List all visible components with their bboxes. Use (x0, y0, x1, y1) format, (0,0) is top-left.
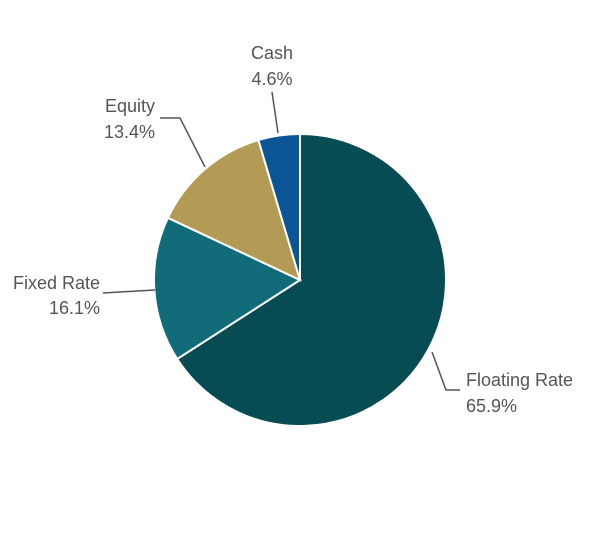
slice-label: Equity (105, 96, 155, 116)
slice-value-label: 16.1% (49, 298, 100, 318)
slice-label: Fixed Rate (13, 273, 100, 293)
slice-value-label: 65.9% (466, 396, 517, 416)
slice-value-label: 4.6% (251, 69, 292, 89)
pie-slice (166, 138, 302, 282)
pie-slice (257, 132, 301, 281)
pie-slice (175, 132, 447, 427)
leader-line (160, 117, 206, 168)
slice-label: Cash (251, 43, 293, 63)
slice-value-label: 13.4% (104, 122, 155, 142)
leader-line (431, 351, 460, 391)
leader-line (102, 289, 156, 294)
leader-line (271, 91, 279, 134)
slice-label: Floating Rate (466, 370, 573, 390)
